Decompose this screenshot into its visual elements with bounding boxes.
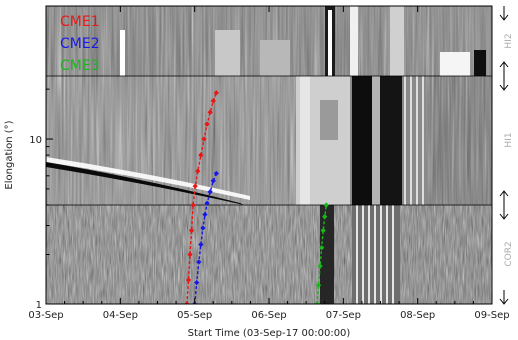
y-axis-label: Elongation (°) [4, 120, 15, 189]
track-point-cme3 [320, 227, 326, 234]
instrument-labels: HI2 HI1 COR2 [504, 33, 514, 266]
x-tick-label: 05-Sep [177, 310, 212, 321]
x-tick-label: 04-Sep [103, 310, 138, 321]
legend-entry-cme2: CME2 [60, 36, 100, 52]
panel-boundary-arrows [499, 6, 509, 305]
x-tick-label: 09-Sep [474, 310, 509, 321]
track-point-cme3 [314, 301, 320, 304]
track-point-cme3 [321, 213, 328, 220]
track-point-cme2 [200, 225, 206, 231]
track-point-cme1 [187, 251, 193, 258]
track-point-cme2 [207, 189, 213, 195]
track-point-cme1 [192, 183, 198, 189]
x-tick-label: 03-Sep [28, 310, 63, 321]
legend: CME1 CME2 CME3 [60, 14, 100, 74]
track-point-cme2 [202, 211, 208, 218]
track-point-cme3 [323, 202, 330, 208]
track-point-cme2 [198, 241, 204, 248]
cme-tracks [184, 90, 330, 304]
track-point-cme1 [198, 152, 204, 158]
x-tick-label: 07-Sep [326, 310, 361, 321]
panel-label-hi2: HI2 [504, 33, 514, 48]
axes: 03-Sep 04-Sep 05-Sep 06-Sep 07-Sep 08-Sep 09-S… [28, 6, 510, 321]
track-point-cme1 [185, 277, 192, 283]
jmap-image [46, 6, 492, 304]
track-point-cme3 [317, 263, 323, 269]
track-point-cme2 [196, 259, 202, 265]
cor2-stripes [356, 205, 394, 304]
x-tick-label: 06-Sep [251, 310, 286, 321]
legend-entry-cme3: CME3 [60, 58, 100, 74]
hi1-stripes [404, 76, 424, 205]
track-point-cme1 [188, 227, 195, 234]
track-point-cme2 [193, 279, 200, 286]
x-axis-label: Start Time (03-Sep-17 00:00:00) [188, 328, 351, 339]
track-point-cme1 [213, 90, 220, 96]
panel-label-hi1: HI1 [504, 132, 514, 147]
track-line-cme2 [194, 173, 217, 304]
y-tick-label: 1 [36, 300, 42, 311]
track-point-cme1 [190, 202, 196, 208]
track-point-cme3 [315, 282, 322, 289]
track-point-cme1 [204, 121, 210, 127]
track-point-cme3 [318, 244, 325, 251]
track-point-cme1 [184, 301, 190, 304]
track-point-cme1 [210, 98, 217, 104]
y-tick-label: 10 [29, 135, 42, 146]
track-point-cme1 [207, 109, 213, 116]
x-tick-label: 08-Sep [400, 310, 435, 321]
track-point-cme2 [213, 170, 220, 177]
legend-entry-cme1: CME1 [60, 14, 100, 30]
track-point-cme2 [210, 178, 217, 184]
track-point-cme1 [201, 136, 207, 142]
panel-label-cor2: COR2 [504, 241, 514, 266]
track-point-cme1 [195, 168, 201, 174]
track-point-cme2 [204, 200, 210, 206]
